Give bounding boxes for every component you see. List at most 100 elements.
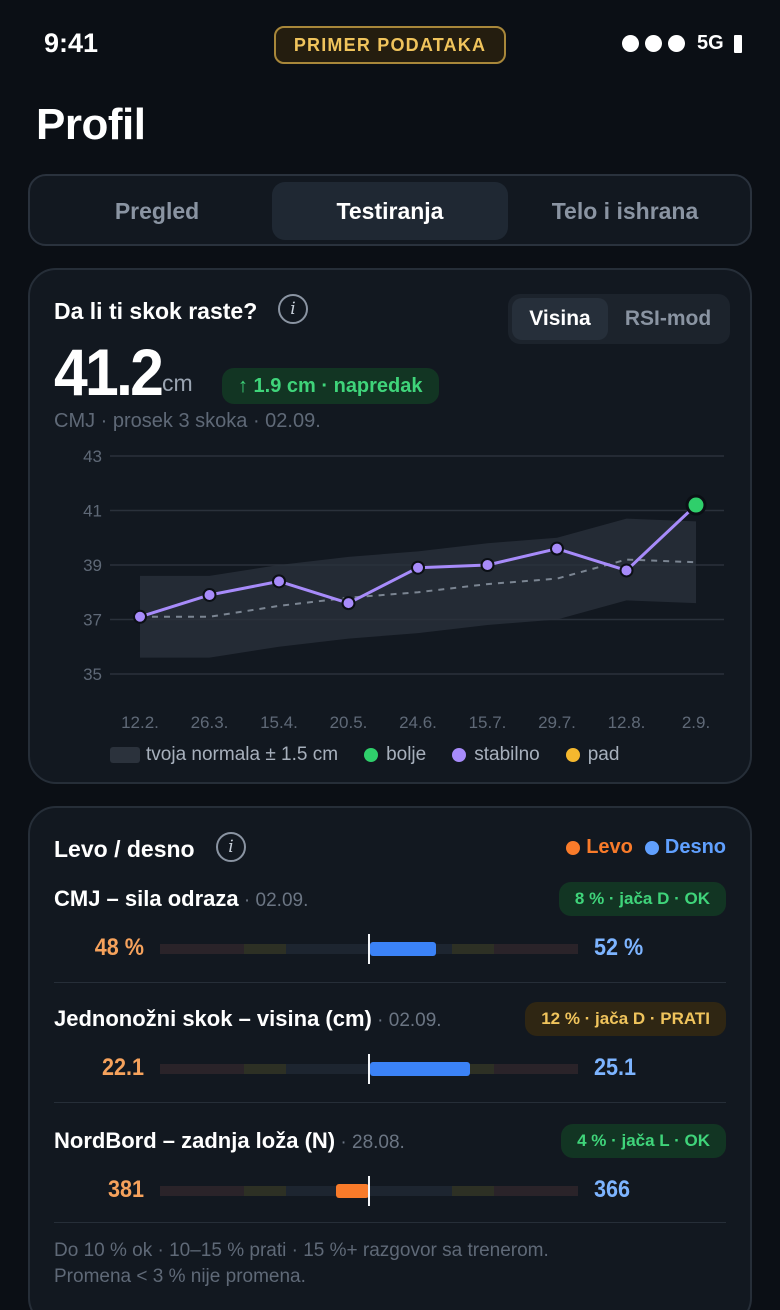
row-title: CMJ – sila odraza · 02.09. (54, 886, 308, 912)
jump-chart: 43 41 39 37 35 12.2. 26.3. 15.4. 20.5. 24.6. 15.7.… (83, 447, 724, 732)
asymmetry-track (160, 934, 578, 964)
data-point (202, 587, 217, 602)
row-title: NordBord – zadnja loža (N) · 28.08. (54, 1128, 405, 1154)
status-bar: 9:41 PRIMER PODATAKA 5G (0, 0, 780, 90)
status-badge: 12 % · jača D · PRATI (525, 1002, 726, 1036)
legend-band-swatch (110, 747, 140, 763)
tab-telo-i-ishrana[interactable]: Telo i ishrana (551, 197, 699, 224)
legend-better-dot (364, 748, 379, 762)
right-value: 52 % (594, 934, 644, 961)
row-date: · 02.09. (238, 890, 309, 911)
zone-left-watch (244, 1186, 286, 1196)
tab-testiranja[interactable]: Testiranja (272, 182, 508, 240)
row-name: CMJ – sila odraza (54, 886, 239, 911)
zone-left-alert (160, 1064, 244, 1074)
zone-left-watch (244, 944, 286, 954)
zone-right-alert (494, 944, 578, 954)
zone-right-watch (452, 944, 494, 954)
series-segment (139, 593, 210, 619)
divider (54, 1102, 726, 1103)
row-date: · 02.09. (371, 1010, 442, 1031)
zone-left-alert (160, 1186, 244, 1196)
data-point (480, 558, 495, 572)
legend-stable-dot (452, 748, 467, 762)
info-icon[interactable]: i (216, 832, 246, 862)
x-tick-label: 2.9. (682, 713, 710, 732)
row-date: · 28.08. (335, 1132, 405, 1153)
x-tick-label: 20.5. (330, 713, 368, 732)
row-title: Jednonožni skok – visina (cm) · 02.09. (54, 1006, 442, 1032)
center-marker (368, 1176, 370, 1206)
data-point (619, 563, 634, 578)
zone-left-watch (244, 1064, 286, 1074)
zone-left-alert (160, 944, 244, 954)
asymmetry-track (160, 1176, 578, 1206)
page-title: Profil (36, 100, 146, 149)
toggle-visina[interactable]: Visina (512, 298, 608, 340)
legend-right-label: Desno (664, 836, 726, 858)
card-title: Levo / desno (54, 836, 195, 862)
legend-decline-label: pad (587, 744, 620, 765)
asymmetry-bar (370, 1062, 470, 1076)
x-tick-label: 26.3. (191, 713, 229, 732)
baseline-line (140, 558, 697, 618)
x-tick-label: 12.2. (121, 713, 159, 732)
left-value: 48 % (94, 934, 144, 961)
sample-data-badge: PRIMER PODATAKA (274, 26, 506, 64)
legend-left-dot (566, 840, 581, 855)
lr-legend: Levo Desno (554, 836, 726, 859)
center-marker (368, 1054, 370, 1084)
status-badge: 4 % · jača L · OK (561, 1124, 726, 1158)
status-badge: 8 % · jača D · OK (558, 882, 726, 916)
right-value: 366 (594, 1176, 631, 1203)
center-marker (368, 934, 370, 964)
zone-right-alert (494, 1186, 578, 1196)
divider (54, 1222, 726, 1223)
zone-right-watch (452, 1064, 494, 1074)
data-point (133, 609, 147, 624)
delta-badge: ↑ 1.9 cm · napredak (222, 368, 439, 404)
toggle-rsi-mod[interactable]: RSI-mod (624, 307, 712, 330)
asymmetry-track (160, 1054, 578, 1084)
jump-progress-card: Da li ti skok raste? i Visina RSI-mod 41… (28, 268, 752, 784)
status-time: 9:41 (44, 28, 99, 58)
metric-toggle: Visina RSI-mod (508, 294, 730, 344)
series-segment (278, 579, 349, 605)
data-point (685, 494, 707, 516)
x-tick-label: 15.4. (260, 713, 298, 732)
series-segment (625, 503, 698, 572)
tab-bar: Pregled Testiranja Telo i ishrana (28, 174, 752, 246)
x-tick-label: 12.8. (608, 713, 646, 732)
series-segment (347, 566, 419, 605)
y-tick-label: 41 (83, 502, 102, 521)
signal-dot-icon (645, 35, 662, 52)
value-unit: cm (162, 370, 193, 396)
legend-stable-label: stabilno (474, 744, 540, 765)
series-segment (209, 579, 280, 597)
divider (54, 982, 726, 983)
data-point (550, 541, 564, 556)
row-name: Jednonožni skok – visina (cm) (54, 1006, 372, 1031)
series-segment (556, 547, 627, 572)
series-segment (487, 547, 558, 567)
zone-right-alert (494, 1064, 578, 1074)
legend-left-label: Levo (586, 836, 633, 858)
signal-dot-icon (668, 35, 685, 52)
left-value: 381 (107, 1176, 144, 1203)
zone-right-watch (452, 1186, 494, 1196)
card-title: Da li ti skok raste? (54, 298, 258, 324)
legend-right-dot (644, 840, 659, 855)
x-tick-label: 15.7. (469, 713, 507, 732)
info-icon[interactable]: i (278, 294, 308, 324)
left-value: 22.1 (101, 1054, 144, 1081)
status-icons: 5G (622, 32, 742, 55)
legend-decline-dot (565, 748, 580, 762)
footnote: Do 10 % ok · 10–15 % prati · 15 %+ razgo… (54, 1238, 549, 1290)
y-tick-label: 43 (83, 447, 102, 466)
x-tick-label: 29.7. (538, 713, 576, 732)
series-segment (417, 563, 488, 570)
legend-band-label: tvoja normala ± 1.5 cm (146, 744, 339, 765)
network-label: 5G (697, 32, 724, 54)
right-value: 25.1 (594, 1054, 637, 1081)
tab-pregled[interactable]: Pregled (114, 197, 200, 224)
